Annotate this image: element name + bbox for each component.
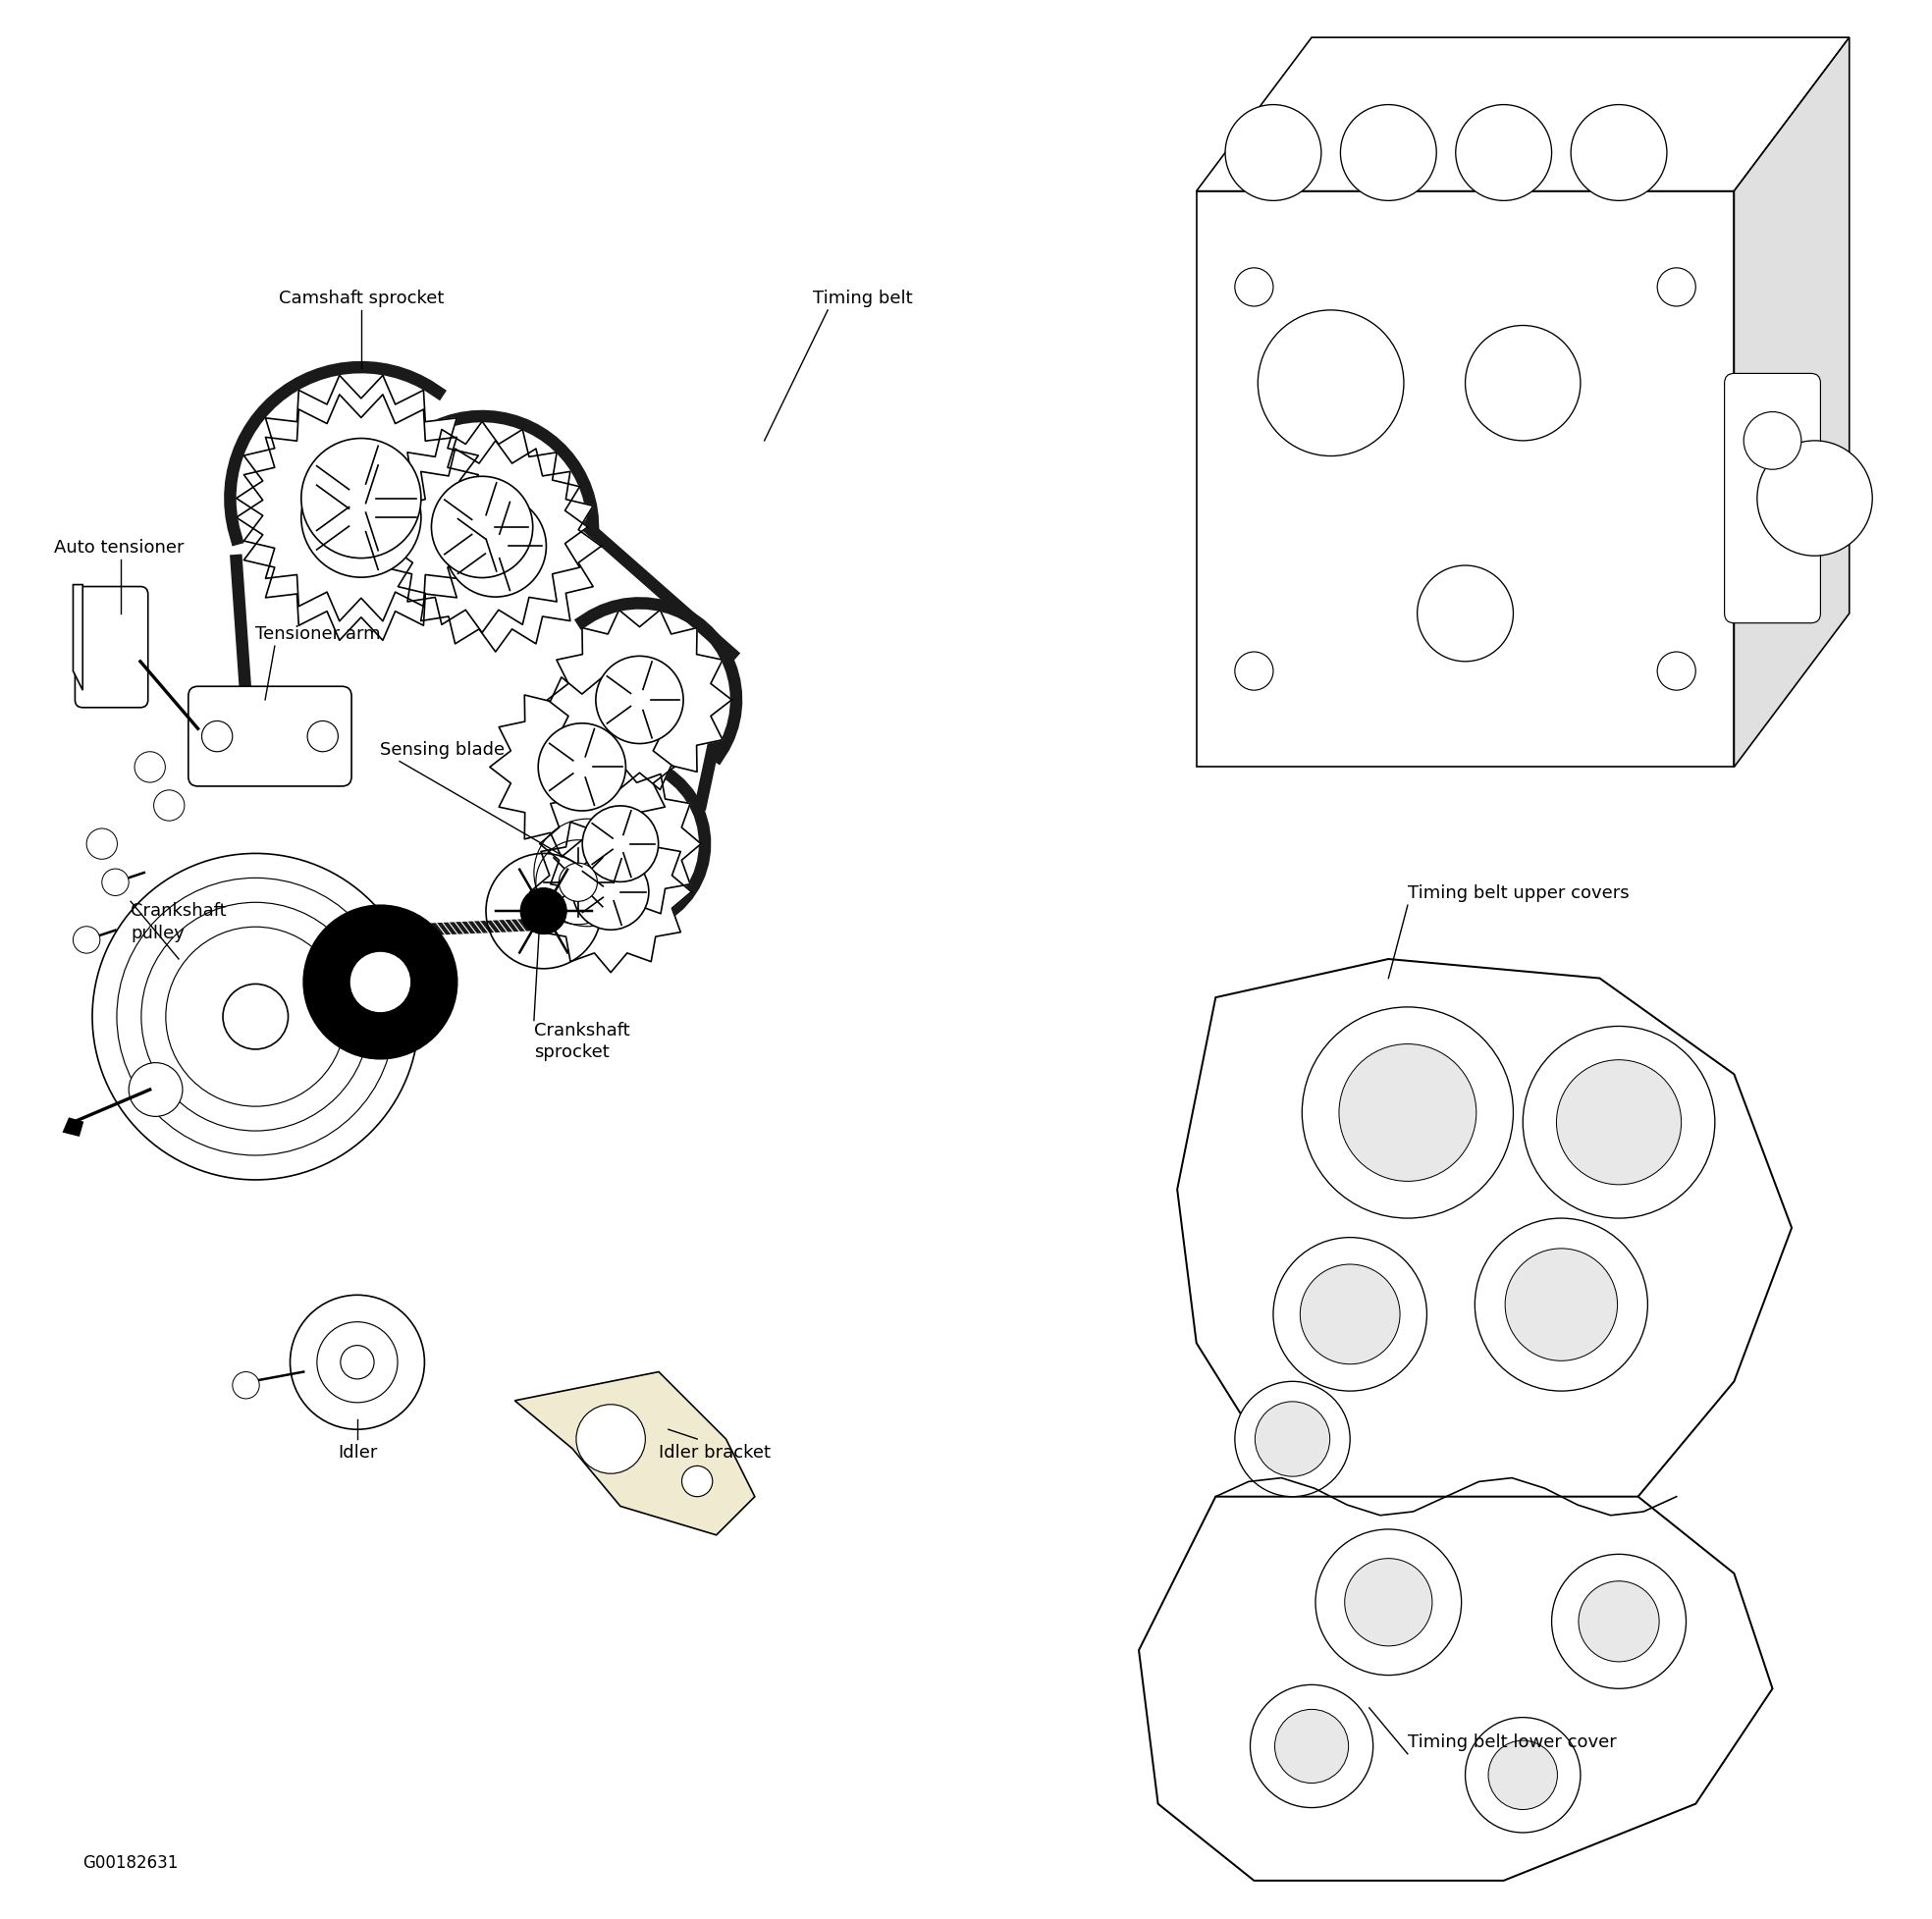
Circle shape [1488, 1741, 1557, 1810]
Circle shape [1258, 311, 1405, 457]
Polygon shape [64, 1119, 83, 1136]
Text: G00182631: G00182631 [83, 1854, 178, 1871]
FancyBboxPatch shape [187, 687, 352, 787]
Circle shape [1455, 106, 1551, 201]
Circle shape [222, 984, 288, 1050]
Circle shape [1339, 1044, 1476, 1182]
Circle shape [558, 864, 597, 902]
Polygon shape [236, 395, 487, 641]
Circle shape [1302, 1007, 1513, 1219]
Polygon shape [390, 441, 601, 652]
Circle shape [350, 952, 412, 1013]
Polygon shape [547, 610, 732, 791]
Circle shape [1464, 326, 1580, 441]
Circle shape [135, 752, 166, 783]
Circle shape [1235, 269, 1273, 307]
Circle shape [1756, 441, 1872, 557]
Circle shape [1225, 106, 1321, 201]
Polygon shape [539, 764, 701, 925]
Polygon shape [491, 677, 674, 858]
Circle shape [301, 459, 421, 578]
Circle shape [595, 656, 684, 745]
Circle shape [1745, 413, 1801, 470]
Circle shape [303, 906, 458, 1059]
Circle shape [1250, 1685, 1374, 1808]
Circle shape [1418, 566, 1513, 662]
Circle shape [444, 497, 547, 597]
Circle shape [431, 478, 533, 578]
FancyBboxPatch shape [1725, 374, 1820, 624]
Circle shape [582, 806, 659, 883]
Circle shape [73, 927, 100, 954]
Polygon shape [1177, 960, 1791, 1535]
Circle shape [1578, 1581, 1660, 1662]
Polygon shape [236, 376, 487, 622]
Text: Sensing blade: Sensing blade [381, 741, 504, 758]
Polygon shape [1138, 1497, 1772, 1881]
Circle shape [1256, 1401, 1329, 1478]
Circle shape [682, 1466, 713, 1497]
Text: Crankshaft
sprocket: Crankshaft sprocket [533, 1021, 630, 1061]
Circle shape [576, 1405, 645, 1474]
Circle shape [1464, 1718, 1580, 1833]
Circle shape [87, 829, 118, 860]
Circle shape [1522, 1027, 1716, 1219]
Circle shape [1658, 652, 1696, 691]
Circle shape [1505, 1249, 1617, 1361]
Circle shape [1474, 1219, 1648, 1391]
Circle shape [1658, 269, 1696, 307]
Text: Timing belt lower cover: Timing belt lower cover [1408, 1733, 1617, 1750]
Text: Idler: Idler [338, 1443, 377, 1460]
Circle shape [1557, 1059, 1681, 1186]
Circle shape [1275, 1710, 1349, 1783]
Text: Timing belt upper covers: Timing belt upper covers [1408, 885, 1629, 902]
Circle shape [572, 854, 649, 931]
Circle shape [317, 1322, 398, 1403]
Text: Crankshaft
pulley: Crankshaft pulley [131, 902, 226, 942]
Circle shape [1345, 1558, 1432, 1647]
Circle shape [1551, 1554, 1687, 1689]
Polygon shape [73, 585, 83, 691]
Circle shape [1316, 1529, 1461, 1675]
Circle shape [290, 1295, 425, 1430]
Text: Tensioner arm: Tensioner arm [255, 626, 381, 643]
Text: Auto tensioner: Auto tensioner [54, 539, 184, 557]
Polygon shape [1735, 38, 1849, 768]
Circle shape [1341, 106, 1437, 201]
Polygon shape [529, 812, 692, 973]
Circle shape [1273, 1238, 1428, 1391]
Polygon shape [514, 1372, 755, 1535]
Circle shape [129, 1063, 182, 1117]
Circle shape [93, 854, 419, 1180]
Circle shape [155, 791, 184, 821]
FancyBboxPatch shape [1196, 192, 1735, 768]
Circle shape [533, 819, 641, 927]
Circle shape [1571, 106, 1667, 201]
Circle shape [201, 722, 232, 752]
Circle shape [520, 888, 566, 935]
Circle shape [307, 722, 338, 752]
Circle shape [539, 723, 626, 812]
Circle shape [301, 439, 421, 558]
FancyBboxPatch shape [75, 587, 149, 708]
Text: Idler bracket: Idler bracket [659, 1443, 771, 1460]
Text: Timing belt: Timing belt [811, 290, 912, 307]
Circle shape [1300, 1265, 1401, 1364]
Circle shape [1235, 1382, 1350, 1497]
Circle shape [340, 1345, 375, 1380]
Circle shape [232, 1372, 259, 1399]
Circle shape [1235, 652, 1273, 691]
Polygon shape [1196, 38, 1849, 192]
Polygon shape [377, 422, 587, 633]
Text: Camshaft sprocket: Camshaft sprocket [278, 290, 444, 307]
Circle shape [102, 869, 129, 896]
